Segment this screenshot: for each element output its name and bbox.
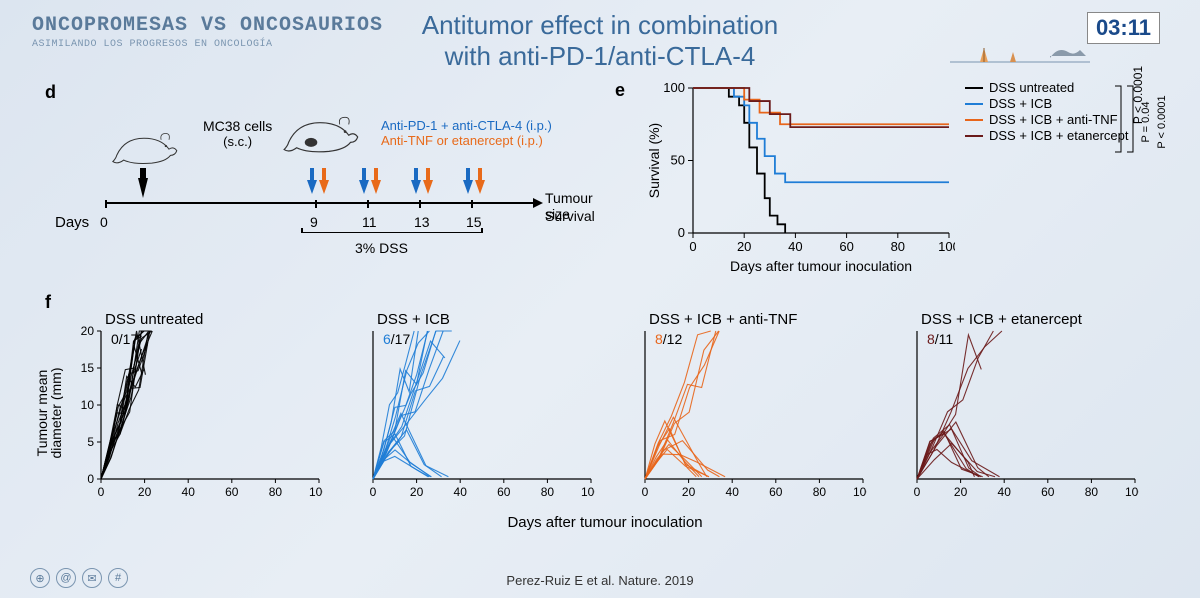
conference-logo: ONCOPROMESAS VS ONCOSAURIOS ASIMILANDO L… bbox=[32, 14, 383, 50]
svg-text:80: 80 bbox=[541, 485, 555, 499]
svg-text:20: 20 bbox=[138, 485, 152, 499]
cells-label: MC38 cells (s.c.) bbox=[203, 118, 272, 149]
growth-subplot: DSS untreated 0/1702040608010005101520 bbox=[65, 313, 323, 513]
svg-text:40: 40 bbox=[788, 239, 802, 254]
svg-text:60: 60 bbox=[769, 485, 783, 499]
svg-text:40: 40 bbox=[454, 485, 468, 499]
logo-sub: ASIMILANDO LOS PROGRESOS EN ONCOLOGÍA bbox=[32, 39, 383, 50]
svg-text:5: 5 bbox=[87, 435, 94, 449]
svg-text:10: 10 bbox=[81, 398, 95, 412]
panel-d-label: d bbox=[45, 82, 56, 103]
svg-text:Days after tumour inoculation: Days after tumour inoculation bbox=[730, 258, 912, 274]
svg-text:Survival (%): Survival (%) bbox=[646, 123, 662, 198]
svg-text:20: 20 bbox=[81, 324, 95, 338]
svg-text:0: 0 bbox=[87, 472, 94, 486]
svg-text:100: 100 bbox=[853, 485, 867, 499]
legend: DSS untreatedDSS + ICBDSS + ICB + anti-T… bbox=[965, 80, 1128, 144]
svg-text:60: 60 bbox=[839, 239, 853, 254]
panel-f-growth: f Tumour mean diameter (mm) DSS untreate… bbox=[45, 298, 1165, 548]
svg-text:100: 100 bbox=[938, 239, 955, 254]
svg-text:80: 80 bbox=[813, 485, 827, 499]
svg-text:100: 100 bbox=[663, 80, 685, 95]
arrow-down-icon bbox=[138, 178, 148, 198]
svg-text:0: 0 bbox=[689, 239, 696, 254]
svg-text:100: 100 bbox=[581, 485, 595, 499]
svg-text:100: 100 bbox=[309, 485, 323, 499]
dss-label: 3% DSS bbox=[355, 240, 408, 256]
svg-text:0: 0 bbox=[914, 485, 921, 499]
svg-text:40: 40 bbox=[182, 485, 196, 499]
svg-text:50: 50 bbox=[671, 153, 685, 168]
hash-icon: # bbox=[108, 568, 128, 588]
svg-text:0: 0 bbox=[678, 225, 685, 240]
svg-text:20: 20 bbox=[737, 239, 751, 254]
svg-text:diameter (mm): diameter (mm) bbox=[48, 367, 63, 458]
at-icon: @ bbox=[56, 568, 76, 588]
svg-text:80: 80 bbox=[269, 485, 283, 499]
footer-social-icons: ⊕ @ ✉ # bbox=[30, 568, 128, 588]
panel-f-label: f bbox=[45, 292, 51, 313]
timer-badge: 03:11 bbox=[1087, 12, 1160, 44]
panel-e-survival: e 0 20 40 60 80 100 0 50 100 Survival (%) Days aft… bbox=[615, 80, 1175, 285]
days-label: Days bbox=[55, 214, 89, 231]
svg-text:0: 0 bbox=[98, 485, 105, 499]
svg-text:60: 60 bbox=[1041, 485, 1055, 499]
svg-text:60: 60 bbox=[225, 485, 239, 499]
decorative-scene-icon bbox=[950, 28, 1090, 68]
pvalue-brackets: P = 0.04 P < 0.0001 bbox=[1113, 82, 1183, 158]
growth-subplot: DSS + ICB + etanercept 8/11020406080100 bbox=[881, 313, 1139, 513]
svg-text:40: 40 bbox=[726, 485, 740, 499]
citation: Perez-Ruiz E et al. Nature. 2019 bbox=[506, 573, 693, 588]
svg-text:0: 0 bbox=[642, 485, 649, 499]
svg-text:80: 80 bbox=[1085, 485, 1099, 499]
x-axis-label-f: Days after tumour inoculation bbox=[507, 514, 702, 531]
mail-icon: ✉ bbox=[82, 568, 102, 588]
svg-text:60: 60 bbox=[497, 485, 511, 499]
svg-text:100: 100 bbox=[1125, 485, 1139, 499]
survival-chart: 0 20 40 60 80 100 0 50 100 Survival (%) Days after… bbox=[645, 80, 955, 275]
svg-text:15: 15 bbox=[81, 361, 95, 375]
svg-text:40: 40 bbox=[998, 485, 1012, 499]
treatment-labels: Anti-PD-1 + anti-CTLA-4 (i.p.) Anti-TNF … bbox=[381, 118, 552, 148]
mouse-icon bbox=[275, 104, 365, 165]
svg-text:20: 20 bbox=[954, 485, 968, 499]
slide-title: Antitumor effect in combination with ant… bbox=[422, 10, 778, 72]
growth-subplot: DSS + ICB + anti-TNF 8/12020406080100 bbox=[609, 313, 867, 513]
outcome-2: Survival bbox=[545, 208, 595, 224]
svg-text:20: 20 bbox=[682, 485, 696, 499]
logo-main: ONCOPROMESAS VS ONCOSAURIOS bbox=[32, 14, 383, 37]
svg-text:P = 0.04: P = 0.04 bbox=[1140, 101, 1152, 142]
svg-text:P < 0.0001: P < 0.0001 bbox=[1156, 95, 1168, 148]
svg-text:20: 20 bbox=[410, 485, 424, 499]
svg-text:0: 0 bbox=[370, 485, 377, 499]
growth-subplot: DSS + ICB 6/17020406080100 bbox=[337, 313, 595, 513]
panel-e-label: e bbox=[615, 80, 625, 101]
panel-d-schematic: d MC38 cells (s.c.) Anti-PD-1 + anti-CTL… bbox=[45, 82, 605, 262]
svg-text:80: 80 bbox=[891, 239, 905, 254]
y-axis-label: Tumour mean diameter (mm) bbox=[35, 338, 63, 488]
globe-icon: ⊕ bbox=[30, 568, 50, 588]
